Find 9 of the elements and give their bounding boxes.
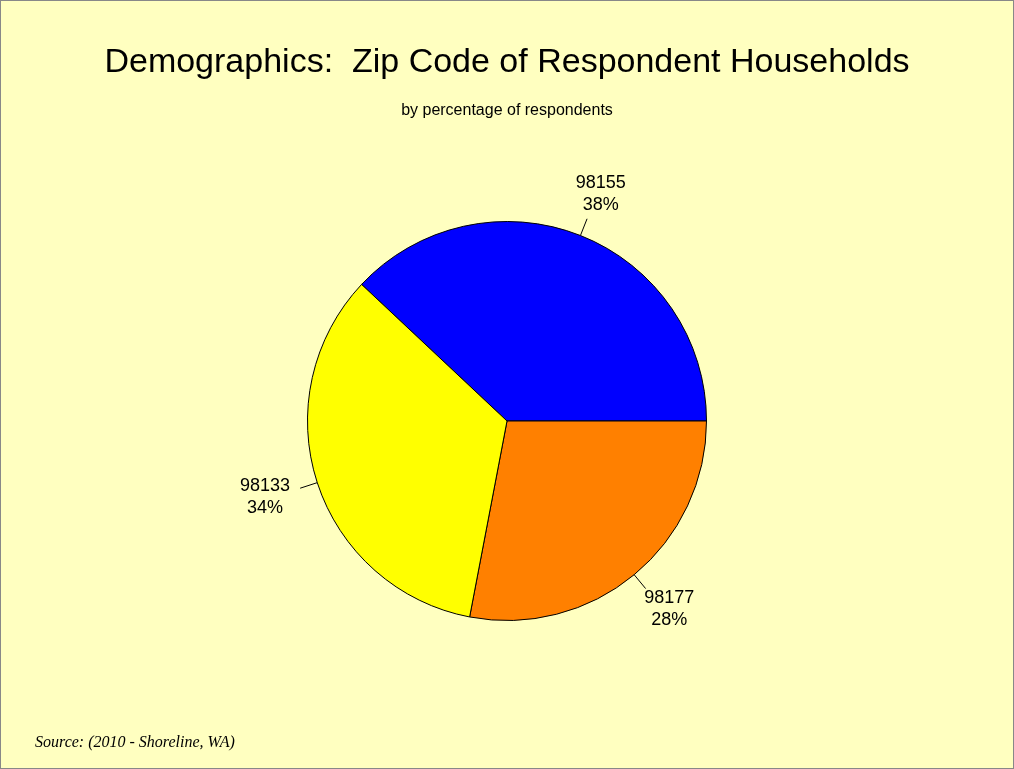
chart-subtitle: by percentage of respondents — [400, 101, 614, 119]
slice-label: 98177 — [644, 587, 695, 608]
source-note: Source: (2010 - Shoreline, WA) — [35, 733, 235, 751]
chart-title: Demographics: Zip Code of Respondent Households — [103, 41, 911, 80]
slice-label: 98155 — [575, 171, 626, 192]
slice-label: 98133 — [239, 474, 290, 495]
data-label: 34% — [246, 496, 283, 517]
data-label: 28% — [651, 609, 688, 630]
data-label: 38% — [582, 193, 619, 214]
